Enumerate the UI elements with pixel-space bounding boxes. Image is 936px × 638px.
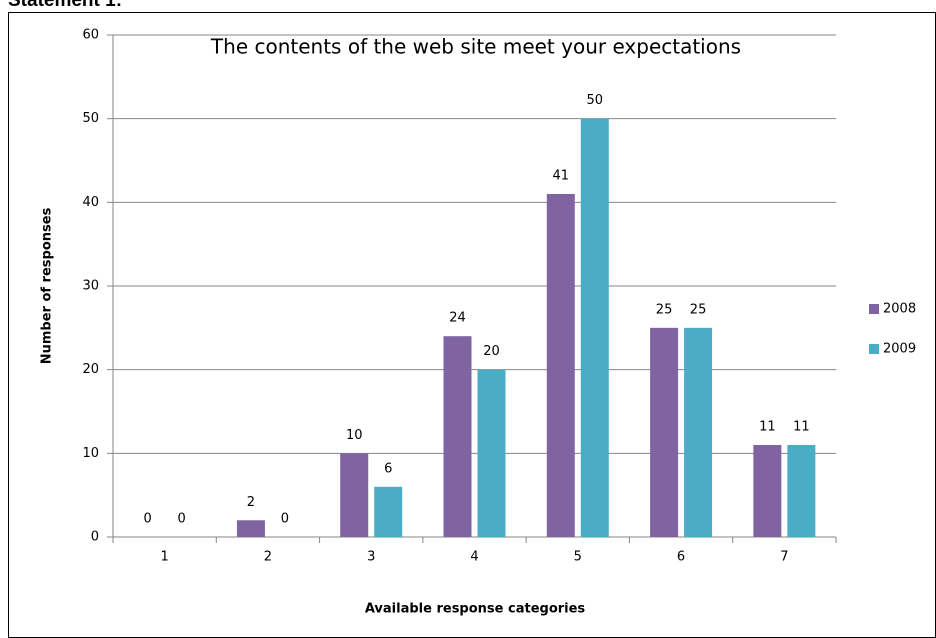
value-label: 41 <box>553 168 570 183</box>
x-tick-label: 2 <box>264 550 272 565</box>
bar <box>546 193 575 537</box>
x-tick-label: 4 <box>470 550 478 565</box>
y-tick-label: 20 <box>82 362 99 377</box>
bar <box>650 327 679 537</box>
value-label: 50 <box>587 93 604 108</box>
y-tick-label: 30 <box>82 279 99 294</box>
legend-swatch <box>869 344 879 354</box>
y-axis-label: Number of responses <box>40 207 55 364</box>
legend-label: 2008 <box>883 302 916 317</box>
value-label: 6 <box>384 461 392 476</box>
x-tick-label: 5 <box>574 550 582 565</box>
bar <box>374 486 403 537</box>
legend-swatch <box>869 304 879 314</box>
chart-border <box>8 12 936 638</box>
value-label: 25 <box>690 302 707 317</box>
legend-label: 2009 <box>883 342 916 357</box>
x-tick-label: 7 <box>780 550 788 565</box>
value-label: 20 <box>483 344 500 359</box>
bar <box>787 444 816 537</box>
bar <box>443 336 472 537</box>
bar <box>236 520 265 537</box>
value-label: 10 <box>346 428 363 443</box>
value-label: 0 <box>281 512 289 527</box>
y-tick-label: 0 <box>91 530 99 545</box>
bar <box>580 118 609 538</box>
x-tick-label: 6 <box>677 550 685 565</box>
bar <box>340 453 369 537</box>
value-label: 25 <box>656 302 673 317</box>
heading: Statement 1: <box>8 0 123 11</box>
value-label: 0 <box>144 512 152 527</box>
y-tick-label: 50 <box>82 111 99 126</box>
value-label: 2 <box>247 495 255 510</box>
bar <box>477 369 506 537</box>
x-tick-label: 1 <box>161 550 169 565</box>
x-tick-label: 3 <box>367 550 375 565</box>
y-tick-label: 40 <box>82 195 99 210</box>
x-axis-label: Available response categories <box>365 602 586 617</box>
value-label: 11 <box>759 419 776 434</box>
value-label: 0 <box>178 512 186 527</box>
value-label: 11 <box>793 419 810 434</box>
y-tick-label: 10 <box>82 446 99 461</box>
bar <box>684 327 713 537</box>
y-tick-label: 60 <box>82 28 99 43</box>
bar <box>753 444 782 537</box>
value-label: 24 <box>449 311 466 326</box>
chart-title: The contents of the web site meet your e… <box>210 35 741 59</box>
